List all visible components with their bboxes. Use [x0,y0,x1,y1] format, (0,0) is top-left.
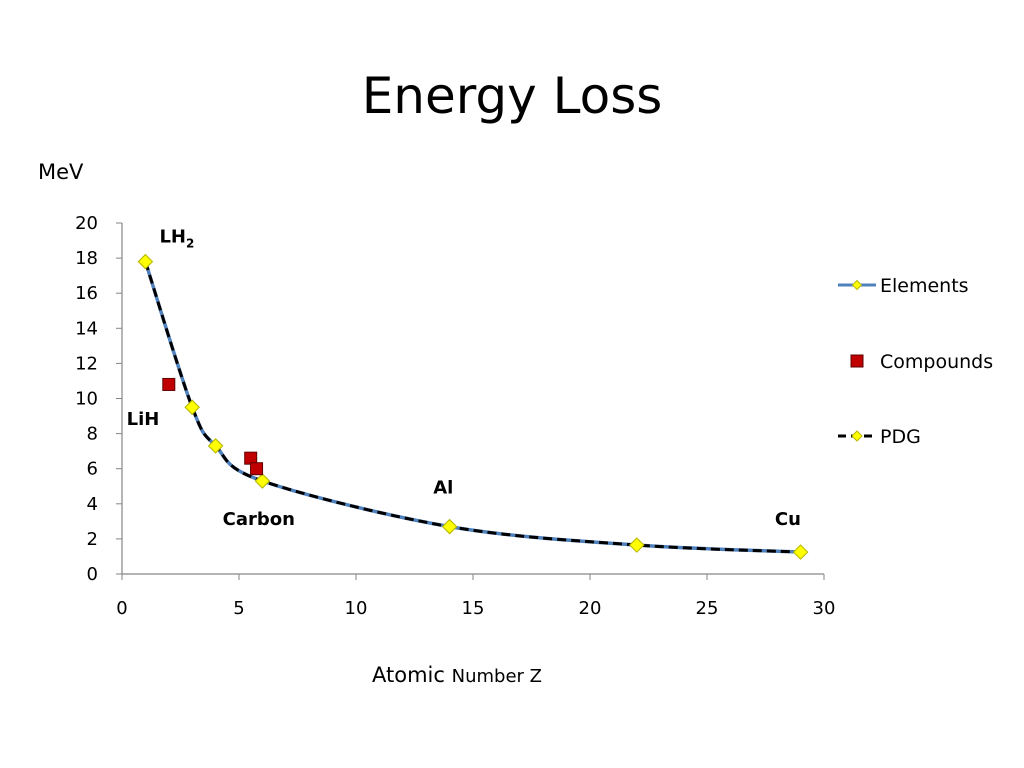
x-axis-label-secondary: Number Z [451,666,542,687]
y-tick-label: 6 [87,459,98,480]
annotation-label: Carbon [223,509,295,530]
y-tick-label: 12 [75,353,98,374]
compounds-data-point [250,462,264,476]
x-tick-label: 5 [233,598,244,619]
series-layer [137,253,809,560]
y-tick-label: 0 [87,564,98,585]
y-tick-label: 8 [87,424,98,445]
annotation-subscript: 2 [186,236,194,250]
pdg-data-point [441,518,458,535]
annotation-label: LiH [127,409,160,430]
y-axis-unit-label: MeV [38,160,84,184]
x-tick-label: 30 [813,598,836,619]
x-tick-label: 0 [116,598,127,619]
pdg-data-point [207,438,224,454]
x-axis-label-main: Atomic [372,663,445,687]
y-tick-label: 10 [75,389,98,410]
legend: Elements Compounds PDG [838,275,993,448]
x-axis-label: Atomic Number Z [0,663,914,687]
slide-title: Energy Loss [361,67,663,125]
pdg-data-point [629,537,645,553]
legend-label-elements: Elements [880,275,969,297]
y-tick-label: 4 [87,494,98,515]
legend-item-pdg: PDG [838,426,921,448]
annotation-label: Cu [775,509,801,530]
pdg-data-point [254,473,271,489]
x-tick-label: 20 [579,598,602,619]
x-tick-label: 15 [462,598,485,619]
pdg-data-point [792,544,809,560]
axes: 0 2 4 6 8 10 12 14 16 18 20 0 5 10 15 20 25 30 [75,213,835,619]
legend-marker-compounds [850,354,864,368]
y-tick-label: 20 [75,213,98,234]
legend-label-pdg: PDG [880,426,921,448]
legend-item-elements: Elements [838,275,969,297]
legend-item-compounds: Compounds [850,351,993,373]
x-tick-label: 10 [345,598,368,619]
y-tick-label: 2 [87,529,98,550]
compounds-data-point [162,377,176,391]
pdg-data-point [137,253,154,270]
annotation-label: LH2 [159,226,194,250]
annotations: LH2 LiH Carbon Al Cu [127,226,801,530]
legend-label-compounds: Compounds [880,351,993,373]
legend-marker-pdg [851,430,863,442]
x-tick-label: 25 [696,598,719,619]
pdg-series-line [143,261,801,554]
legend-marker-elements [851,279,863,291]
annotation-label: Al [433,477,453,498]
y-tick-label: 16 [75,283,98,304]
y-tick-label: 18 [75,248,98,269]
y-tick-label: 14 [75,318,98,339]
pdg-data-point [184,399,200,415]
